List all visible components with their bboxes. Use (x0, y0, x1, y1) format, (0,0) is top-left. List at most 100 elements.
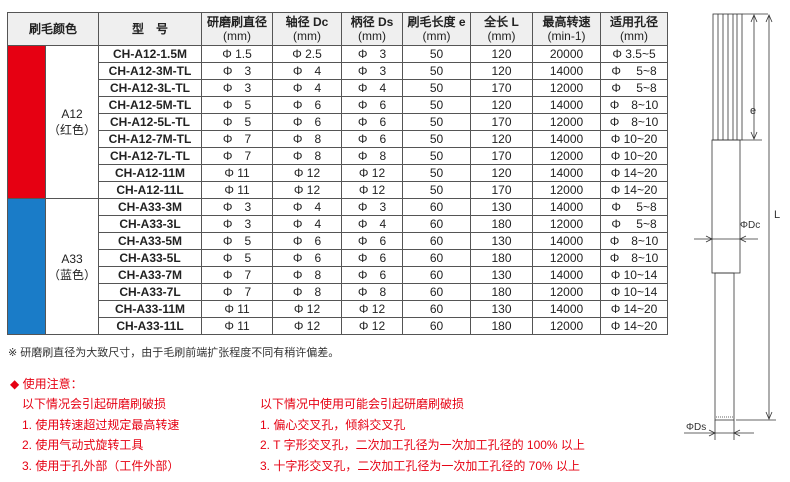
cell-bristle-length: 50 (402, 147, 471, 165)
cell-ds: Φ 6 (341, 266, 403, 284)
table-row: A12 （红色） CH-A12-1.5M Φ 1.5 Φ 2.5 Φ 3 50 120 2000… (7, 45, 668, 199)
cell-ds: Φ 4 (341, 79, 403, 97)
brush-bristles (712, 13, 743, 141)
cell-max-speed: 14000 (532, 266, 601, 284)
label-dc: ΦDc (740, 220, 760, 231)
cell-bristle-length: 60 (402, 283, 471, 301)
caution-item: 1. 使用转速超过规定最高转速 (22, 417, 180, 432)
cell-total-length: 120 (470, 96, 533, 114)
cell-total-length: 130 (470, 232, 533, 250)
cell-bristle-length: 60 (402, 249, 471, 267)
cell-model: CH-A33-5L (98, 249, 202, 267)
caution-item: 2. 使用气动式旋转工具 (22, 438, 144, 452)
cell-max-speed: 12000 (532, 79, 601, 97)
cell-ds: Φ 6 (341, 232, 403, 250)
cell-max-speed: 14000 (532, 198, 601, 216)
cell-max-speed: 14000 (532, 232, 601, 250)
caution-right: 以下情况中使用可能会引起研磨刷破损 1. 偏心交叉孔，倾斜交叉孔 2. T 字形… (260, 394, 585, 476)
cell-total-length: 170 (470, 79, 533, 97)
cell-total-length: 120 (470, 45, 533, 63)
cell-dc: Φ 8 (272, 130, 342, 148)
cell-model: CH-A12-7L-TL (98, 147, 202, 165)
spec-table: 刷毛颜色 型 号 研磨刷直径 (mm) 轴径 Dc (mm) 柄径 Ds (mm) 刷… (7, 12, 668, 335)
cell-ds: Φ 6 (341, 96, 403, 114)
cell-total-length: 120 (470, 62, 533, 80)
cell-hole-dia: Φ 14~20 (600, 164, 668, 182)
cell-hole-dia: Φ 5~8 (600, 79, 668, 97)
cell-max-speed: 12000 (532, 283, 601, 301)
label-ds: ΦDs (686, 422, 706, 433)
dimension-L: L (736, 13, 780, 421)
cell-hole-dia: Φ 14~20 (600, 181, 668, 199)
header-brush-dia: 研磨刷直径 (mm) (201, 12, 273, 46)
cell-total-length: 180 (470, 249, 533, 267)
cell-total-length: 120 (470, 130, 533, 148)
cell-hole-dia: Φ 8~10 (600, 232, 668, 250)
cell-bristle-length: 50 (402, 181, 471, 199)
cell-max-speed: 14000 (532, 300, 601, 318)
cell-brush-dia: Φ 5 (201, 232, 273, 250)
caution-item: 1. 偏心交叉孔，倾斜交叉孔 (260, 417, 406, 432)
cell-max-speed: 12000 (532, 147, 601, 165)
caution-item: 3. 使用于孔外部（工件外部） (22, 458, 180, 473)
cell-dc: Φ 8 (272, 147, 342, 165)
cell-ds: Φ 3 (341, 198, 403, 216)
table-row: CH-A33-11L Φ 11 Φ 12 Φ 12 60 180 12000 Φ 14~20 (8, 317, 668, 335)
header-color: 刷毛颜色 (7, 12, 99, 46)
caution-item: 3. 十字形交叉孔，二次加工孔径为一次加工孔径的 70% 以上 (260, 458, 581, 473)
caution-item: 2. T 字形交叉孔，二次加工孔径为一次加工孔径的 100% 以上 (260, 438, 585, 452)
cell-model: CH-A33-5M (98, 232, 202, 250)
cell-brush-dia: Φ 11 (201, 164, 273, 182)
cell-dc: Φ 4 (272, 198, 342, 216)
table-row: CH-A33-11M Φ 11 Φ 12 Φ 12 60 130 14000 Φ 14~20 (8, 300, 668, 318)
cell-total-length: 120 (470, 164, 533, 182)
cell-total-length: 180 (470, 215, 533, 233)
cell-total-length: 130 (470, 266, 533, 284)
group-label: A12 （红色） (45, 45, 99, 199)
color-swatch (7, 45, 46, 199)
cell-total-length: 130 (470, 198, 533, 216)
cell-ds: Φ 8 (341, 283, 403, 301)
cell-bristle-length: 60 (402, 215, 471, 233)
cell-ds: Φ 12 (341, 300, 403, 318)
label-e: e (750, 105, 756, 117)
cell-model: CH-A33-7M (98, 266, 202, 284)
cell-brush-dia: Φ 3 (201, 215, 273, 233)
cell-hole-dia: Φ 10~14 (600, 283, 668, 301)
cell-dc: Φ 8 (272, 283, 342, 301)
cell-brush-dia: Φ 3 (201, 79, 273, 97)
header-L: 全长 L (mm) (470, 12, 533, 46)
label-L: L (774, 209, 780, 221)
cell-max-speed: 14000 (532, 62, 601, 80)
dimension-ds: ΦDs (684, 420, 754, 440)
cell-bristle-length: 50 (402, 164, 471, 182)
cell-model: CH-A12-3M-TL (98, 62, 202, 80)
cell-ds: Φ 3 (341, 45, 403, 63)
cell-hole-dia: Φ 5~8 (600, 215, 668, 233)
cell-brush-dia: Φ 7 (201, 147, 273, 165)
cell-bristle-length: 60 (402, 198, 471, 216)
footnote: ※ 研磨刷直径为大致尺寸，由于毛刷前端扩张程度不同有稍许偏差。 (8, 347, 340, 359)
cell-hole-dia: Φ 8~10 (600, 249, 668, 267)
cell-model: CH-A12-7M-TL (98, 130, 202, 148)
cell-model: CH-A33-7L (98, 283, 202, 301)
cell-brush-dia: Φ 3 (201, 62, 273, 80)
header-e: 刷毛长度 e (mm) (402, 12, 471, 46)
cell-dc: Φ 4 (272, 79, 342, 97)
cell-ds: Φ 6 (341, 130, 403, 148)
cell-hole-dia: Φ 8~10 (600, 113, 668, 131)
cell-max-speed: 14000 (532, 164, 601, 182)
cell-model: CH-A33-3L (98, 215, 202, 233)
cell-bristle-length: 60 (402, 317, 471, 335)
cell-max-speed: 20000 (532, 45, 601, 63)
cell-model: CH-A33-11M (98, 300, 202, 318)
cell-bristle-length: 60 (402, 300, 471, 318)
table-row: CH-A12-11M Φ 11 Φ 12 Φ 12 50 120 14000 Φ 14~20 (8, 164, 668, 182)
table-row: CH-A12-11L Φ 11 Φ 12 Φ 12 50 170 12000 Φ 14~20 (8, 181, 668, 199)
cell-brush-dia: Φ 3 (201, 198, 273, 216)
